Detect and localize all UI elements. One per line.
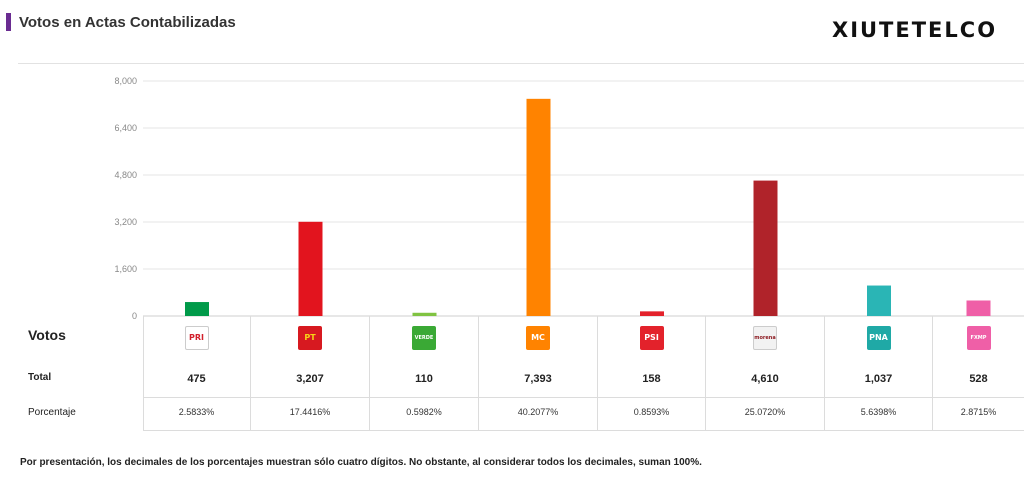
table-row-divider	[143, 397, 1024, 398]
bar-morena[interactable]	[753, 180, 778, 316]
party-logo-text: MC	[531, 333, 545, 342]
percentage-row-label: Porcentaje	[28, 407, 76, 418]
party-total: 110	[415, 373, 433, 385]
party-percentage: 40.2077%	[517, 407, 559, 417]
party-column: PT 3,207 17.4416%	[251, 316, 370, 431]
y-tick-label: 3,200	[114, 217, 137, 227]
party-total: 475	[187, 373, 206, 385]
party-total: 4,610	[751, 373, 779, 385]
party-column: morena 4,610 25.0720%	[706, 316, 825, 431]
party-percentage: 2.8715%	[960, 407, 997, 417]
party-total: 158	[642, 373, 661, 385]
bar-pna[interactable]	[867, 285, 891, 316]
bar-pt[interactable]	[298, 221, 323, 316]
pri-logo-icon: PRI	[184, 326, 209, 350]
party-percentage: 0.5982%	[406, 407, 442, 417]
party-logo-text: VERDE	[414, 334, 434, 341]
party-percentage: 2.5833%	[178, 407, 215, 417]
party-logo-text: morena	[754, 334, 776, 341]
y-tick-label: 8,000	[114, 76, 137, 86]
y-tick-label: 4,800	[114, 170, 137, 180]
party-column: PSI 158 0.8593%	[598, 316, 706, 431]
y-tick-label: 6,400	[114, 123, 137, 133]
municipality-brand: XIUTETELCO	[832, 18, 998, 42]
party-column: MC 7,393 40.2077%	[479, 316, 598, 431]
party-total: 7,393	[524, 373, 552, 385]
chart-header: Votos en Actas Contabilizadas	[6, 12, 236, 32]
party-total: 1,037	[864, 373, 893, 385]
bar-verde[interactable]	[412, 312, 437, 316]
party-total: 528	[969, 373, 988, 385]
pt-logo-icon: PT	[298, 326, 322, 350]
party-column: VERDE 110 0.5982%	[370, 316, 479, 431]
nueva-alianza-logo-icon: PNA	[866, 326, 891, 350]
morena-logo-icon: morena	[753, 326, 777, 350]
party-column: PNA 1,037 5.6398%	[825, 316, 933, 431]
y-tick-label: 0	[132, 311, 137, 321]
party-logo-text: PNA	[869, 333, 888, 342]
header-divider	[18, 63, 1024, 64]
party-percentage: 25.0720%	[744, 407, 786, 417]
party-percentage: 0.8593%	[633, 407, 670, 417]
votos-row-label: Votos	[28, 327, 66, 343]
party-column: FXMP 528 2.8715%	[933, 316, 1024, 431]
party-logo-text: PT	[304, 333, 316, 342]
bar-pri[interactable]	[185, 302, 209, 316]
psi-logo-icon: PSI	[639, 326, 664, 350]
verde-logo-icon: VERDE	[412, 326, 436, 350]
party-column: PRI 475 2.5833%	[143, 316, 251, 431]
party-logo-text: PRI	[189, 333, 204, 342]
total-row-label: Total	[28, 372, 52, 383]
footnote: Por presentación, los decimales de los p…	[20, 457, 702, 468]
fuerza-por-mexico-logo-icon: FXMP	[966, 326, 991, 350]
party-logo-text: FXMP	[970, 334, 987, 341]
y-tick-label: 1,600	[114, 264, 137, 274]
party-percentage: 17.4416%	[289, 407, 331, 417]
party-total: 3,207	[296, 373, 324, 385]
results-table	[143, 316, 1024, 431]
title-accent-bar	[6, 13, 11, 31]
party-logo-text: PSI	[644, 333, 659, 342]
page-title: Votos en Actas Contabilizadas	[19, 13, 236, 31]
bar-mc[interactable]	[526, 98, 551, 316]
bar-fxmp[interactable]	[966, 300, 991, 316]
party-percentage: 5.6398%	[860, 407, 897, 417]
movimiento-ciudadano-logo-icon: MC	[526, 326, 550, 350]
bar-psi[interactable]	[640, 311, 664, 316]
